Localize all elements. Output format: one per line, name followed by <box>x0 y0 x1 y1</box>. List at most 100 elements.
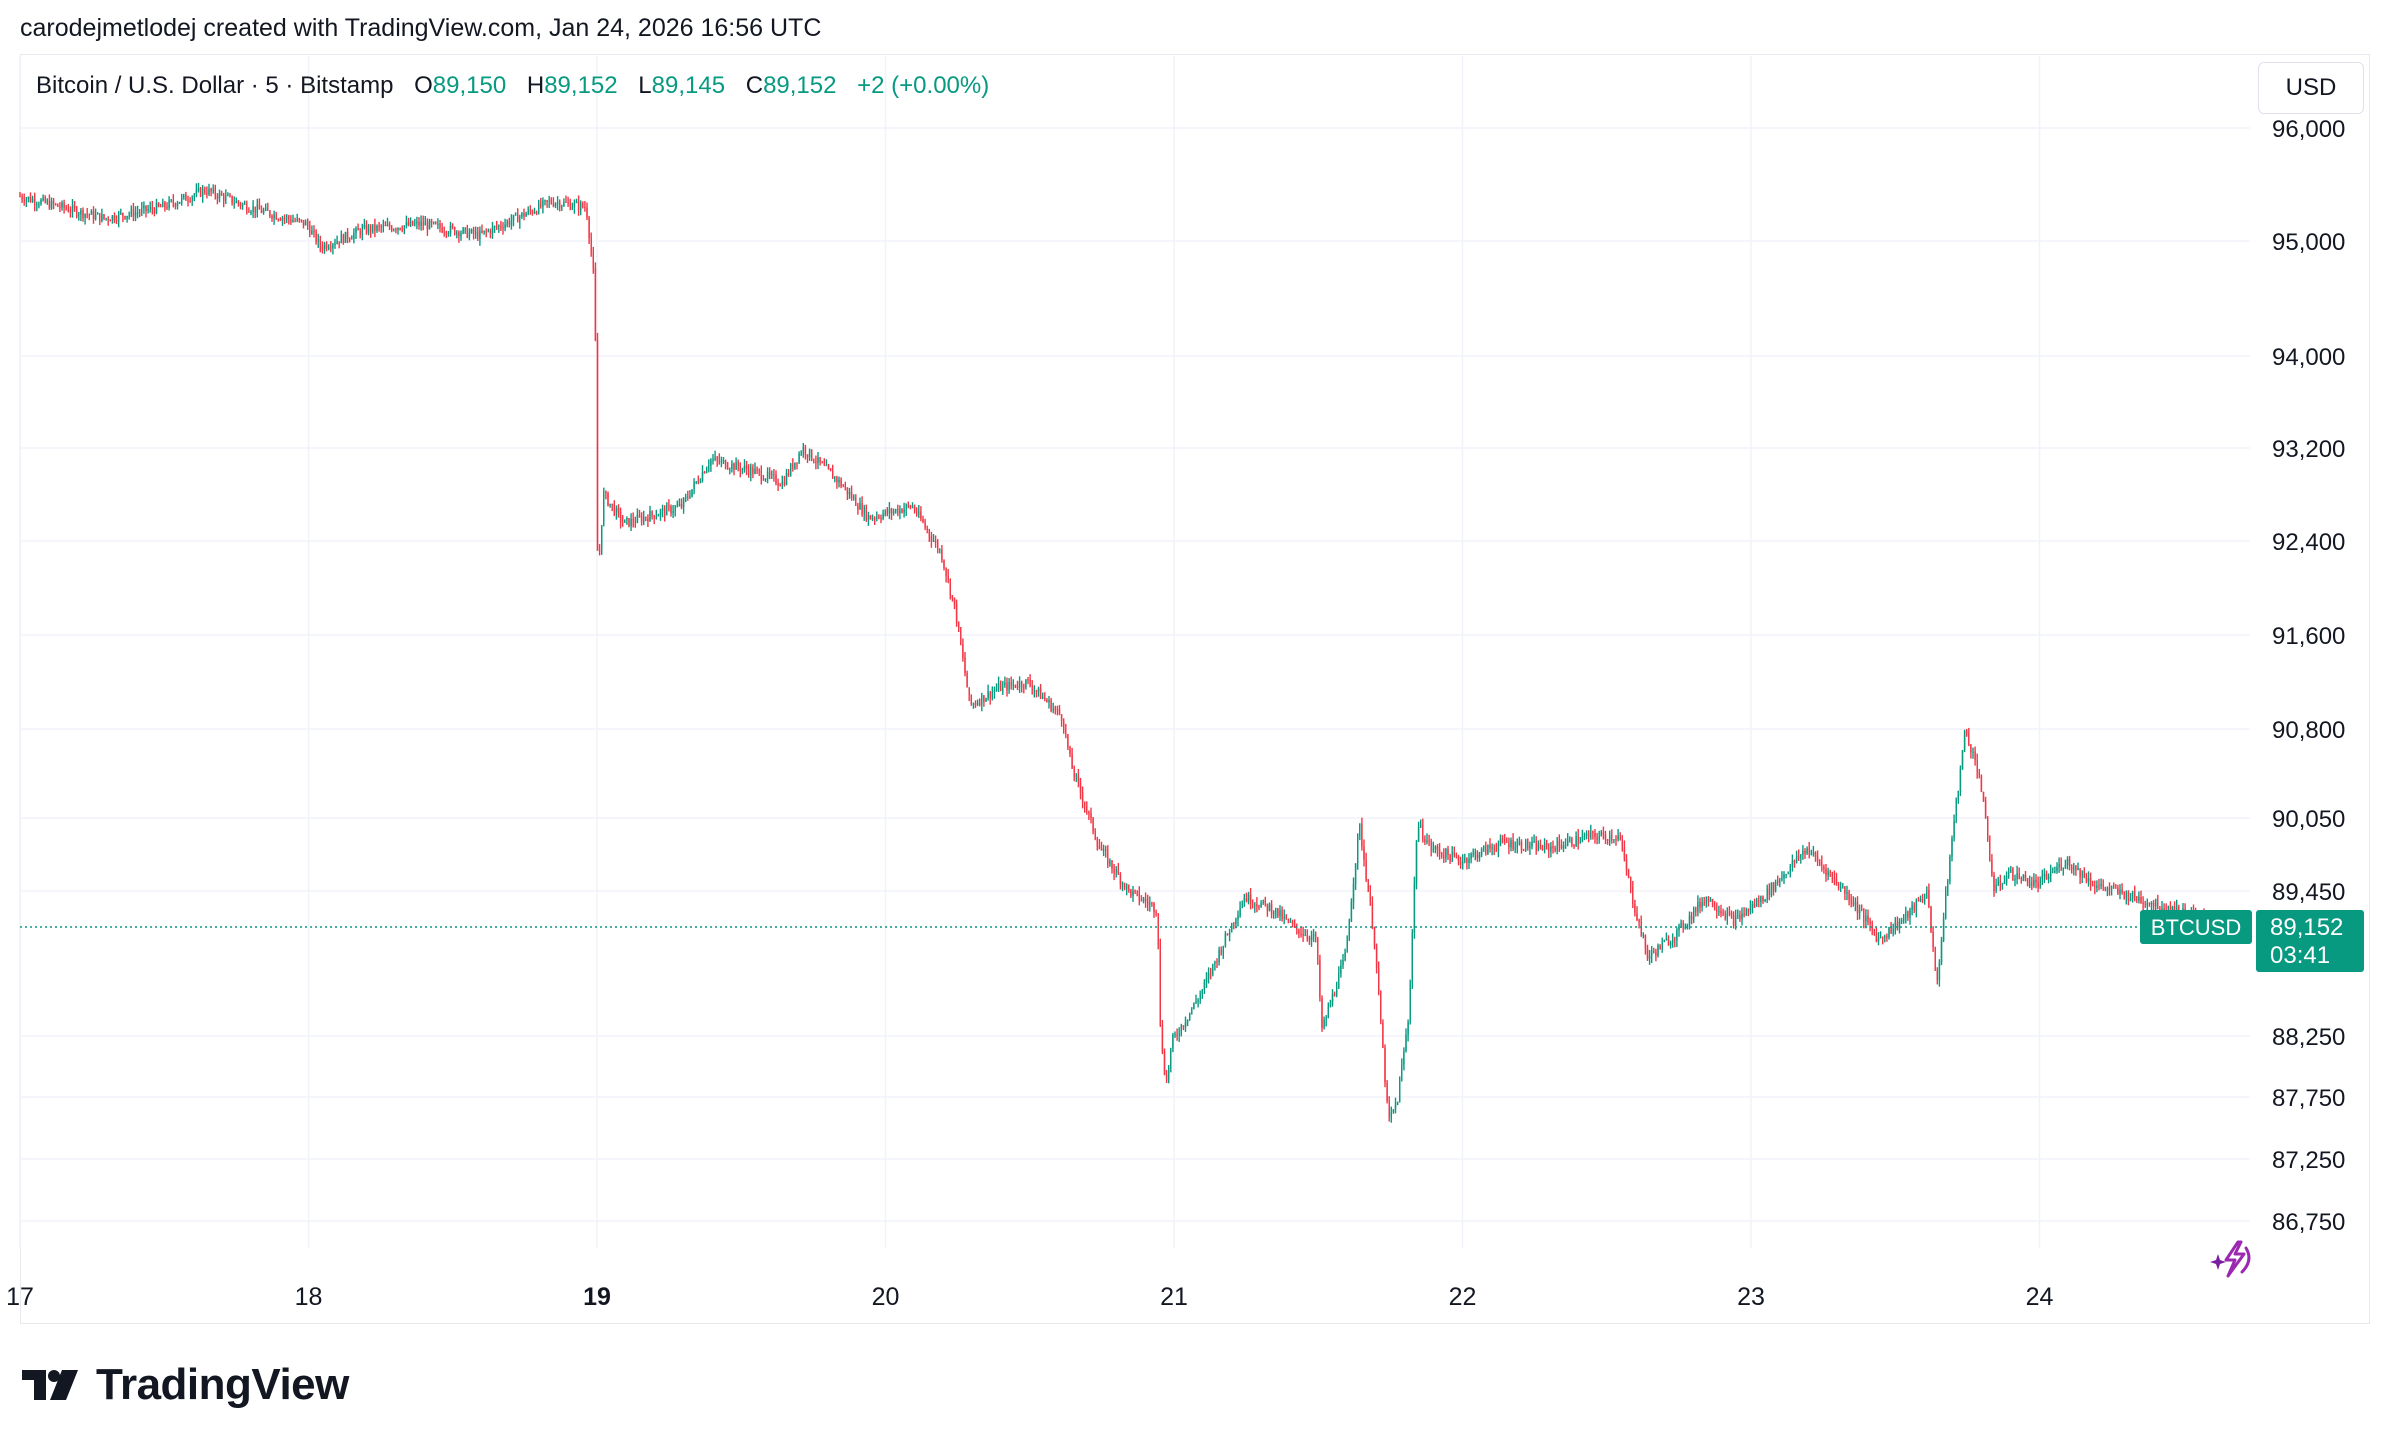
candle-body <box>1092 817 1094 832</box>
candle-body <box>1632 886 1634 905</box>
brand-name: TradingView <box>96 1360 349 1409</box>
candle-body <box>2087 878 2090 882</box>
candle-body <box>195 189 198 195</box>
candle-body <box>1516 843 1518 849</box>
candle-body <box>970 695 972 705</box>
candle-body <box>605 492 607 494</box>
low-value: 89,145 <box>651 72 726 99</box>
candle-body <box>1533 841 1535 843</box>
candle-body <box>1976 760 1978 774</box>
x-tick-label: 22 <box>1449 1283 1477 1311</box>
candle-body <box>456 231 458 235</box>
symbol-name[interactable]: Bitcoin / U.S. Dollar · 5 · Bitstamp <box>36 72 394 99</box>
candle-body <box>901 509 903 513</box>
candle-body <box>1018 681 1021 688</box>
candle-body <box>2035 879 2037 883</box>
candle-body <box>2037 882 2039 888</box>
candle-body <box>643 517 645 522</box>
candle-body <box>559 202 561 208</box>
candle-body <box>876 516 878 519</box>
candle-body <box>953 597 956 605</box>
candle-body <box>1487 845 1489 854</box>
candle-body <box>834 477 836 479</box>
candle-body <box>1407 1022 1409 1035</box>
candle-body <box>1907 911 1909 918</box>
candle-body <box>1422 824 1424 839</box>
candle-body <box>325 244 328 249</box>
candle-body <box>1739 914 1741 920</box>
y-tick-label: 92,400 <box>2272 529 2345 556</box>
time-axis[interactable]: 17 18 19 20 21 22 23 24 <box>6 1283 2053 1311</box>
candle-body <box>634 522 636 524</box>
candle-body <box>832 471 834 479</box>
candle-body <box>1367 879 1369 892</box>
candle-body <box>48 200 51 209</box>
candle-body <box>1060 714 1063 721</box>
candle-body <box>46 200 48 203</box>
candle-body <box>2159 909 2161 911</box>
candle-body <box>1806 848 1808 854</box>
candle-body <box>1989 839 1991 861</box>
candle-body <box>36 204 38 206</box>
candle-body <box>1415 841 1418 884</box>
candle-body <box>92 210 95 220</box>
candle-body <box>1002 684 1004 691</box>
candle-body <box>1867 915 1869 922</box>
candle-body <box>2047 876 2050 880</box>
candle-body <box>1300 933 1302 935</box>
candle-body <box>1405 1034 1407 1052</box>
candle-body <box>27 196 30 199</box>
candle-body <box>1254 904 1256 906</box>
candle-body <box>2062 867 2064 870</box>
candle-body <box>105 218 107 220</box>
candle-body <box>496 226 498 228</box>
candle-body <box>1529 846 1531 849</box>
candle-body <box>1951 838 1953 857</box>
candle-body <box>1073 768 1075 777</box>
x-tick-label: 19 <box>583 1283 611 1311</box>
candle-body <box>399 228 401 230</box>
candle-body <box>189 200 191 202</box>
candle-body <box>2094 885 2096 889</box>
candle-body <box>191 196 193 201</box>
candle-body <box>1812 852 1815 855</box>
candle-body <box>296 218 298 221</box>
candle-body <box>1241 903 1243 909</box>
y-tick-label: 90,800 <box>2272 717 2345 744</box>
candle-body <box>1835 878 1838 884</box>
candle-body <box>1119 874 1122 885</box>
candle-body <box>1117 869 1119 875</box>
candle-body <box>271 215 273 219</box>
candle-body <box>2020 878 2022 882</box>
candle-body <box>565 201 567 203</box>
candle-body <box>1512 839 1514 850</box>
candle-body <box>1483 846 1485 849</box>
candle-body <box>1497 844 1500 851</box>
candle-body <box>466 227 468 238</box>
candle-body <box>19 195 21 197</box>
currency-button[interactable]: USD <box>2258 62 2364 114</box>
candle-body <box>1079 782 1082 793</box>
x-tick-label: 20 <box>872 1283 900 1311</box>
candle-body <box>1724 913 1726 919</box>
candle-body <box>1562 846 1565 849</box>
candle-body <box>1363 846 1365 860</box>
sparkle-bolt-icon[interactable] <box>2210 1240 2251 1278</box>
candle-body <box>1178 1034 1180 1036</box>
candle-body <box>548 200 550 202</box>
price-axis[interactable]: 86,750 87,250 87,750 88,250 89,450 90,050 90,8… <box>2272 116 2345 1236</box>
candle-body <box>1844 886 1846 894</box>
candle-body <box>1772 882 1775 891</box>
candle-body <box>1401 1064 1403 1080</box>
candle-body <box>689 496 691 498</box>
candle-body <box>932 540 935 542</box>
candle-body <box>1264 899 1266 904</box>
candle-body <box>1707 896 1710 902</box>
candle-body <box>1665 938 1668 941</box>
candle-body <box>955 604 958 623</box>
candle-body <box>2031 882 2033 886</box>
candle-body <box>739 467 741 471</box>
tradingview-brand[interactable]: TradingView <box>22 1360 349 1410</box>
candle-body <box>1537 843 1539 851</box>
